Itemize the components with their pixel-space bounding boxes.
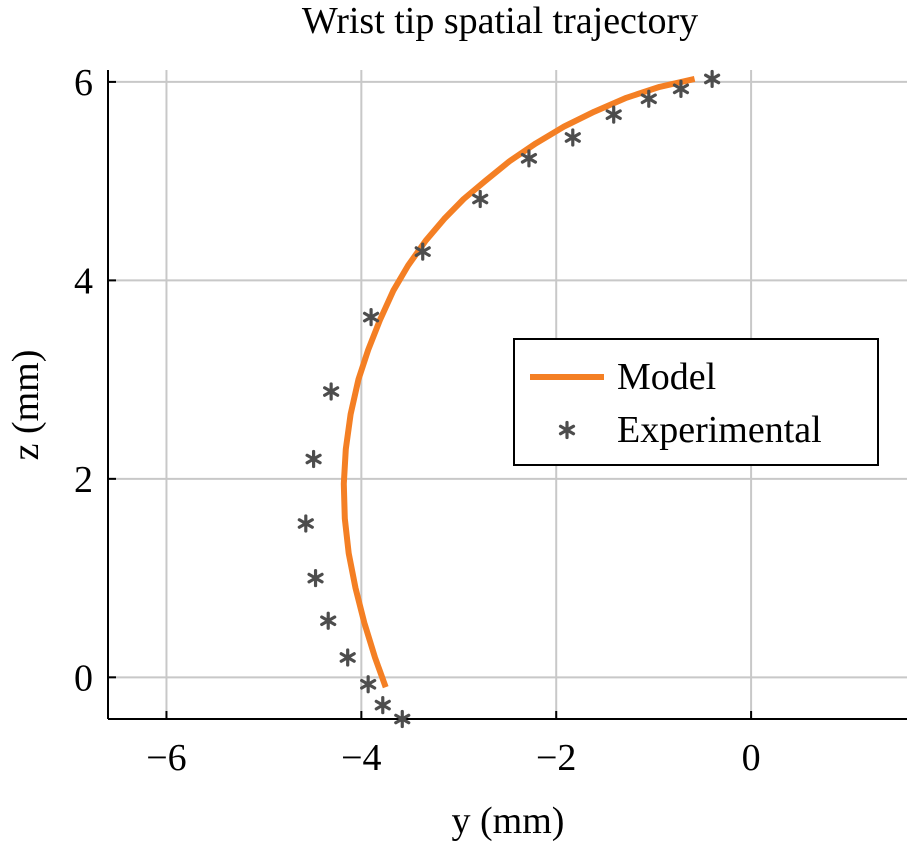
data-point-6: [297, 514, 314, 533]
y-axis-label: z (mm): [5, 350, 47, 461]
x-tick-label-2: −2: [536, 737, 576, 779]
series-group: [297, 69, 721, 729]
legend-label-experimental: Experimental: [617, 409, 822, 451]
data-point-13: [564, 128, 581, 147]
x-tick-label-1: −4: [341, 737, 381, 779]
y-tick-label-0: 0: [74, 657, 93, 699]
data-point-16: [672, 79, 690, 98]
data-point-0: [394, 709, 411, 729]
data-point-12: [520, 149, 538, 168]
x-ticks: −6 −4 −2 0: [146, 711, 761, 779]
data-point-8: [323, 382, 340, 401]
legend-label-model: Model: [617, 356, 716, 398]
axes-frame: [107, 70, 907, 720]
x-axis-label: y (mm): [452, 800, 565, 842]
y-tick-label-3: 6: [74, 62, 93, 104]
legend-box: [513, 338, 879, 466]
data-point-10: [414, 242, 431, 261]
data-point-1: [374, 696, 391, 715]
data-point-15: [640, 89, 657, 108]
data-point-17: [704, 69, 721, 89]
data-point-3: [339, 648, 356, 667]
series-points-experimental: [297, 69, 721, 729]
data-point-4: [320, 611, 337, 630]
y-tick-label-2: 4: [74, 260, 93, 302]
grid: [108, 70, 907, 719]
data-point-5: [307, 568, 324, 588]
x-tick-label-0: −6: [146, 737, 186, 779]
chart-title: Wrist tip spatial trajectory: [302, 0, 698, 42]
series-line-model: [340, 75, 696, 689]
y-ticks: 0 2 4 6: [74, 62, 116, 699]
y-tick-label-1: 2: [74, 459, 93, 501]
data-point-11: [472, 189, 489, 209]
data-point-2: [360, 675, 377, 694]
x-tick-label-3: 0: [742, 737, 761, 779]
legend-swatch-experimental: [558, 420, 576, 440]
legend: Model Experimental: [513, 338, 879, 466]
data-point-14: [605, 105, 622, 124]
data-point-7: [305, 449, 322, 469]
data-point-9: [362, 307, 380, 327]
